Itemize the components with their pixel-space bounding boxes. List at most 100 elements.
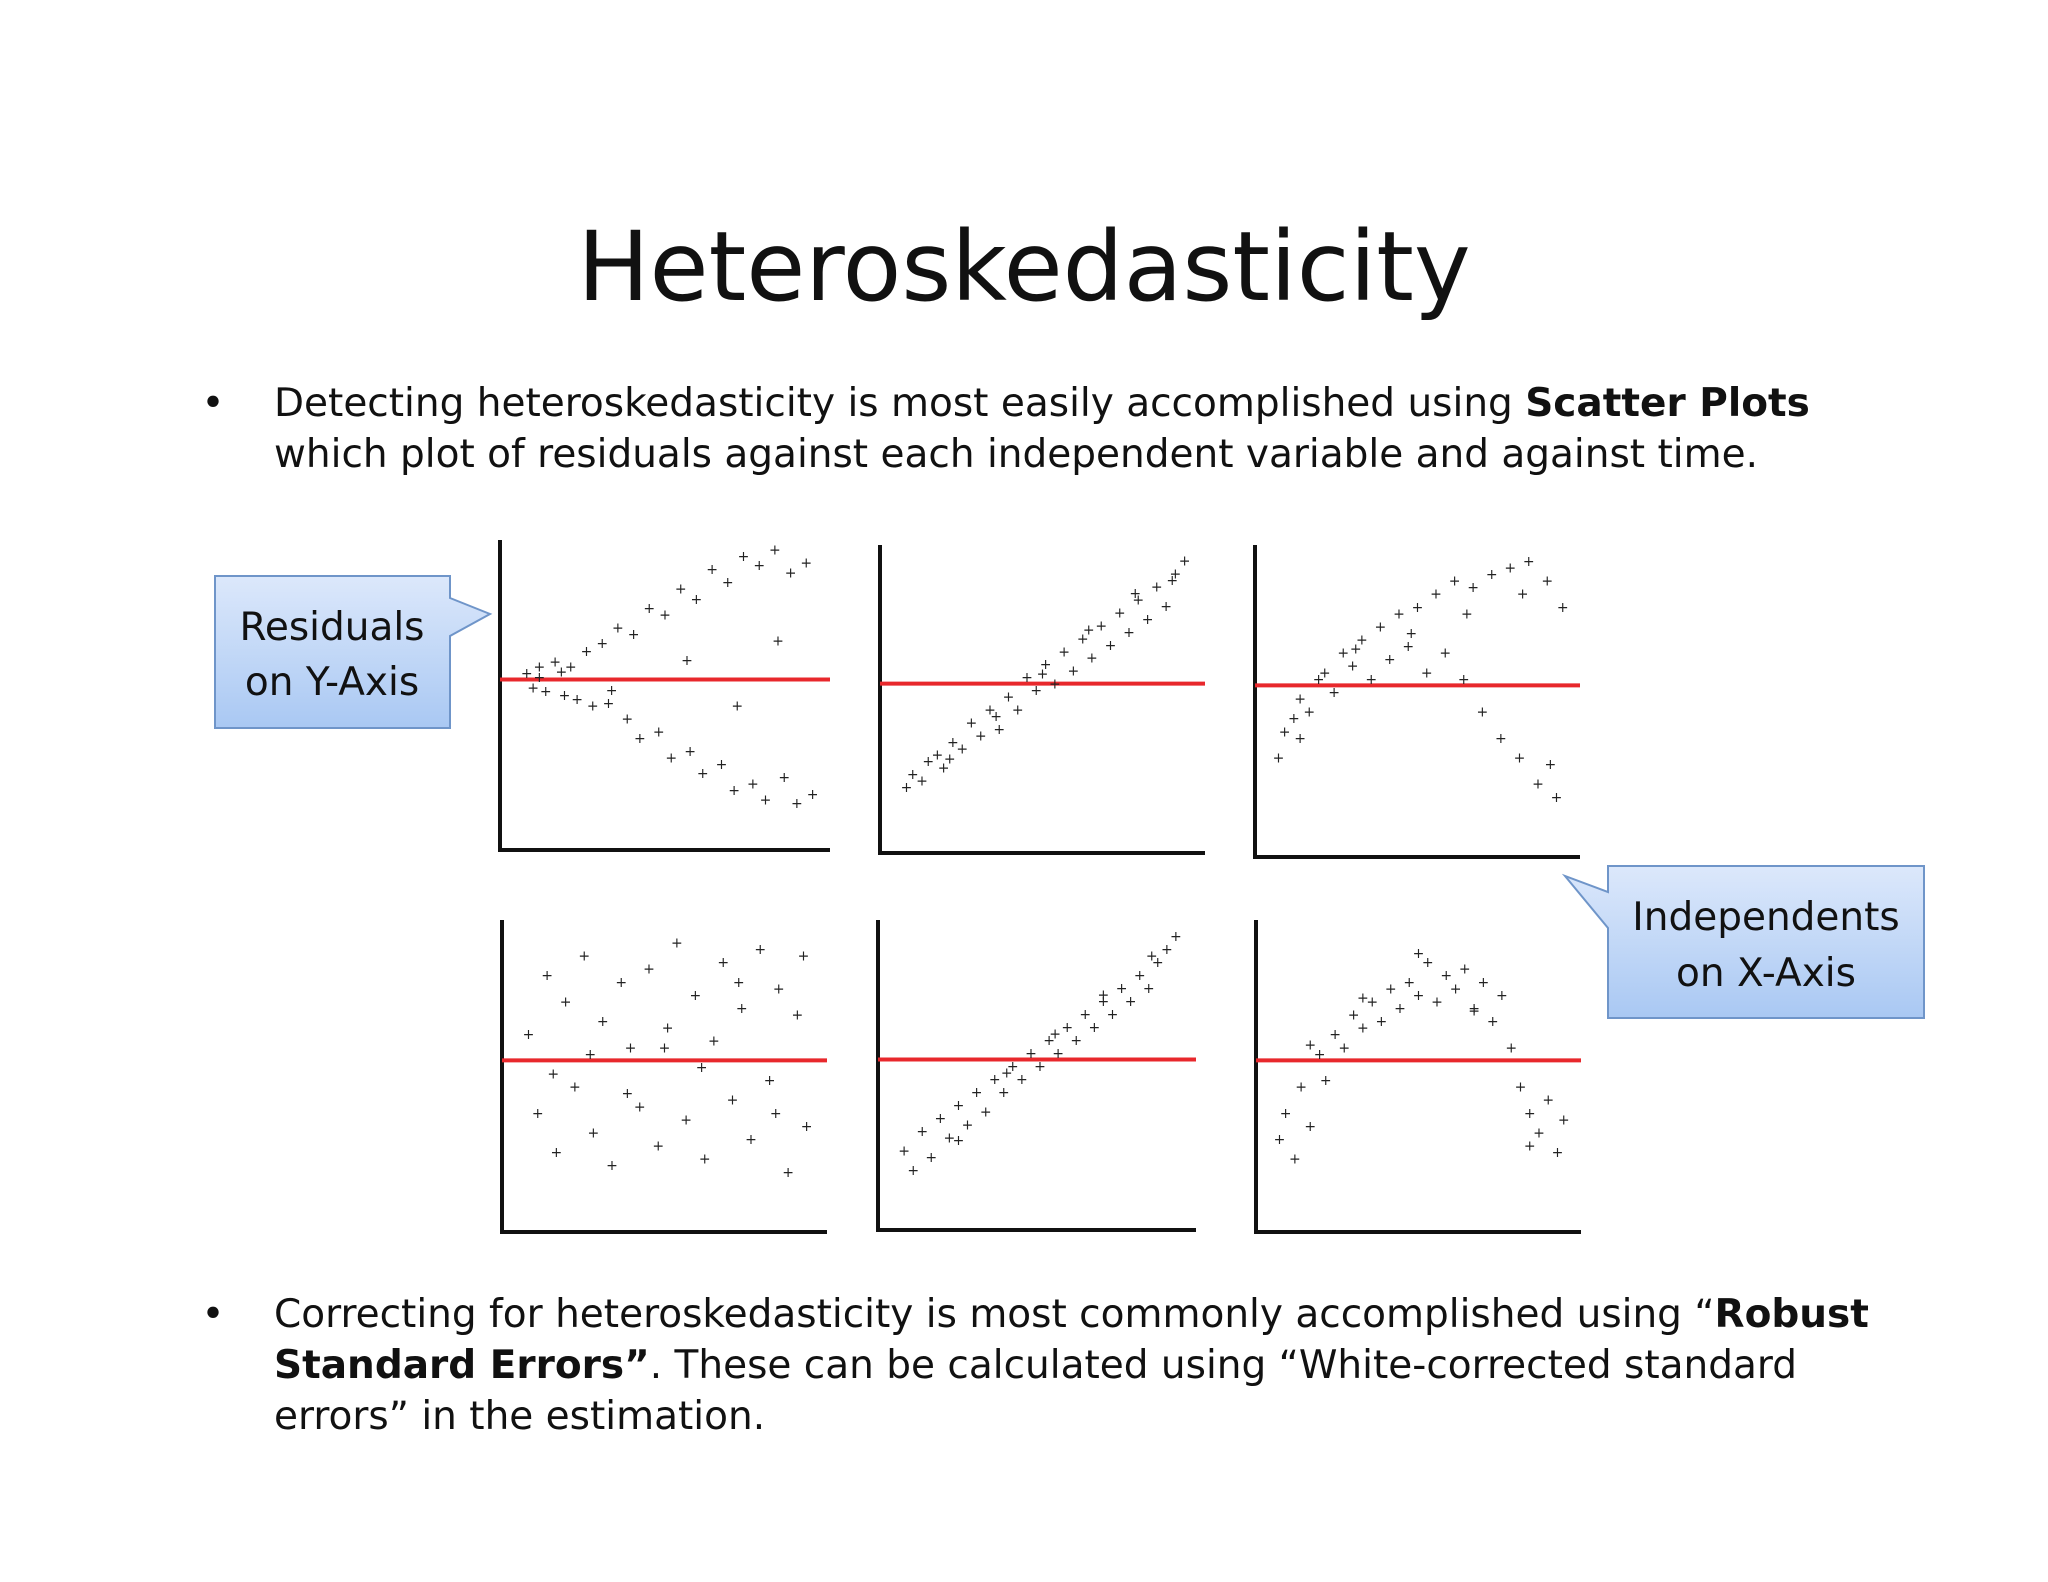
scatter-point: + bbox=[975, 728, 987, 744]
bullet-text-start: Detecting heteroskedasticity is most eas… bbox=[274, 381, 1526, 426]
scatter-point: + bbox=[717, 955, 729, 971]
scatter-point: + bbox=[770, 1106, 782, 1122]
scatter-point: + bbox=[1294, 731, 1306, 747]
scatter-point: + bbox=[916, 1124, 928, 1140]
scatter-point: + bbox=[1467, 580, 1479, 596]
scatter-point: + bbox=[556, 665, 568, 681]
scatter-point: + bbox=[662, 1021, 674, 1037]
scatter-point: + bbox=[1551, 790, 1563, 806]
scatter-point: + bbox=[1098, 987, 1110, 1003]
scatter-point: + bbox=[1385, 981, 1397, 997]
scatter-point: + bbox=[634, 1099, 646, 1115]
scatter-panel-2: ++++++++++++++++++++++++++++++++++++++ bbox=[878, 545, 1205, 855]
scatter-point: + bbox=[907, 1163, 919, 1179]
scatter-point: + bbox=[1356, 633, 1368, 649]
scatter-point: + bbox=[1151, 580, 1163, 596]
scatter-point: + bbox=[684, 744, 696, 760]
scatter-point: + bbox=[754, 942, 766, 958]
scatter-point: + bbox=[907, 767, 919, 783]
scatter-point: + bbox=[932, 748, 944, 764]
scatter-point: + bbox=[597, 1014, 609, 1030]
scatter-point: + bbox=[1524, 1106, 1536, 1122]
scatter-point: + bbox=[1095, 618, 1107, 634]
scatter-point: + bbox=[675, 581, 687, 597]
scatter-point: + bbox=[1314, 1047, 1326, 1063]
bullet-text-end: which plot of residuals against each ind… bbox=[274, 432, 1758, 477]
scatter-point: + bbox=[1357, 1021, 1369, 1037]
scatter-point: + bbox=[1376, 1014, 1388, 1030]
scatter-point: + bbox=[621, 712, 633, 728]
scatter-point: + bbox=[1431, 994, 1443, 1010]
scatter-point: + bbox=[772, 633, 784, 649]
scatter-point: + bbox=[1025, 1046, 1037, 1062]
callout-shape bbox=[1561, 865, 1925, 1019]
scatter-point: + bbox=[1274, 1132, 1286, 1148]
scatter-point: + bbox=[1478, 975, 1490, 991]
scatter-point: + bbox=[782, 1165, 794, 1181]
scatter-point: + bbox=[1012, 703, 1024, 719]
scatter-point: + bbox=[1129, 586, 1141, 602]
scatter-point: + bbox=[1132, 593, 1144, 609]
bullet-text-end: . These can be calculated using “White-c… bbox=[274, 1343, 1798, 1439]
scatter-point: + bbox=[1421, 665, 1433, 681]
scatter-point: + bbox=[1440, 968, 1452, 984]
callout-independents: Independents on X-Axis bbox=[1561, 865, 1925, 1019]
scatter-point: + bbox=[1450, 981, 1462, 997]
scatter-point: + bbox=[916, 774, 928, 790]
scatter-point: + bbox=[947, 735, 959, 751]
scatter-point: + bbox=[690, 988, 702, 1004]
scatter-point: + bbox=[953, 1098, 965, 1114]
scatter-point: + bbox=[1505, 1040, 1517, 1056]
scatter-point: + bbox=[634, 731, 646, 747]
scatter-point: + bbox=[527, 680, 539, 696]
scatter-point: + bbox=[935, 1111, 947, 1127]
panel-axes bbox=[498, 540, 830, 852]
scatter-point: + bbox=[898, 1144, 910, 1160]
panel-axes bbox=[1253, 545, 1580, 859]
scatter-point: + bbox=[1279, 724, 1291, 740]
scatter-point: + bbox=[1375, 619, 1387, 635]
scatter-point: + bbox=[659, 607, 671, 623]
scatter-point: + bbox=[925, 1150, 937, 1166]
scatter-point: + bbox=[800, 555, 812, 571]
scatter-point: + bbox=[541, 968, 553, 984]
scatter-point: + bbox=[1486, 567, 1498, 583]
scatter-point: + bbox=[1459, 962, 1471, 978]
scatter-point: + bbox=[625, 1040, 637, 1056]
scatter-point: + bbox=[990, 709, 1002, 725]
scatter-point: + bbox=[1016, 1072, 1028, 1088]
scatter-point: + bbox=[1329, 1027, 1341, 1043]
scatter-point: + bbox=[1412, 600, 1424, 616]
scatter-point: + bbox=[1347, 659, 1359, 675]
scatter-point: + bbox=[778, 770, 790, 786]
scatter-point: + bbox=[716, 757, 728, 773]
scatter-point: + bbox=[1125, 994, 1137, 1010]
scatter-point: + bbox=[791, 796, 803, 812]
scatter-point: + bbox=[1288, 711, 1300, 727]
scatter-point: + bbox=[1384, 652, 1396, 668]
scatter-point: + bbox=[1439, 646, 1451, 662]
scatter-point: + bbox=[671, 936, 683, 952]
scatter-point: + bbox=[606, 683, 618, 699]
scatter-point: + bbox=[1160, 599, 1172, 615]
scatter-point: + bbox=[1143, 981, 1155, 997]
scatter-point: + bbox=[1468, 1001, 1480, 1017]
scatter-point: + bbox=[1413, 988, 1425, 1004]
scatter-point: + bbox=[1079, 1007, 1091, 1023]
scatter-point: + bbox=[587, 699, 599, 715]
scatter-point: + bbox=[1304, 1119, 1316, 1135]
scatter-point: + bbox=[699, 1152, 711, 1168]
scatter-point: + bbox=[1295, 1080, 1307, 1096]
scatter-point: + bbox=[571, 692, 583, 708]
scatter-point: + bbox=[681, 653, 693, 669]
scatter-point: + bbox=[560, 994, 572, 1010]
scatter-point: + bbox=[1068, 664, 1080, 680]
scatter-point: + bbox=[565, 660, 577, 676]
scatter-panel-5: ++++++++++++++++++++++++++++++++++++ bbox=[876, 920, 1196, 1232]
scatter-point: + bbox=[922, 754, 934, 770]
scatter-point: + bbox=[1161, 942, 1173, 958]
panel-axes bbox=[1254, 920, 1581, 1234]
scatter-point: + bbox=[1365, 672, 1377, 688]
scatter-point: + bbox=[1405, 626, 1417, 642]
scatter-point: + bbox=[1077, 631, 1089, 647]
